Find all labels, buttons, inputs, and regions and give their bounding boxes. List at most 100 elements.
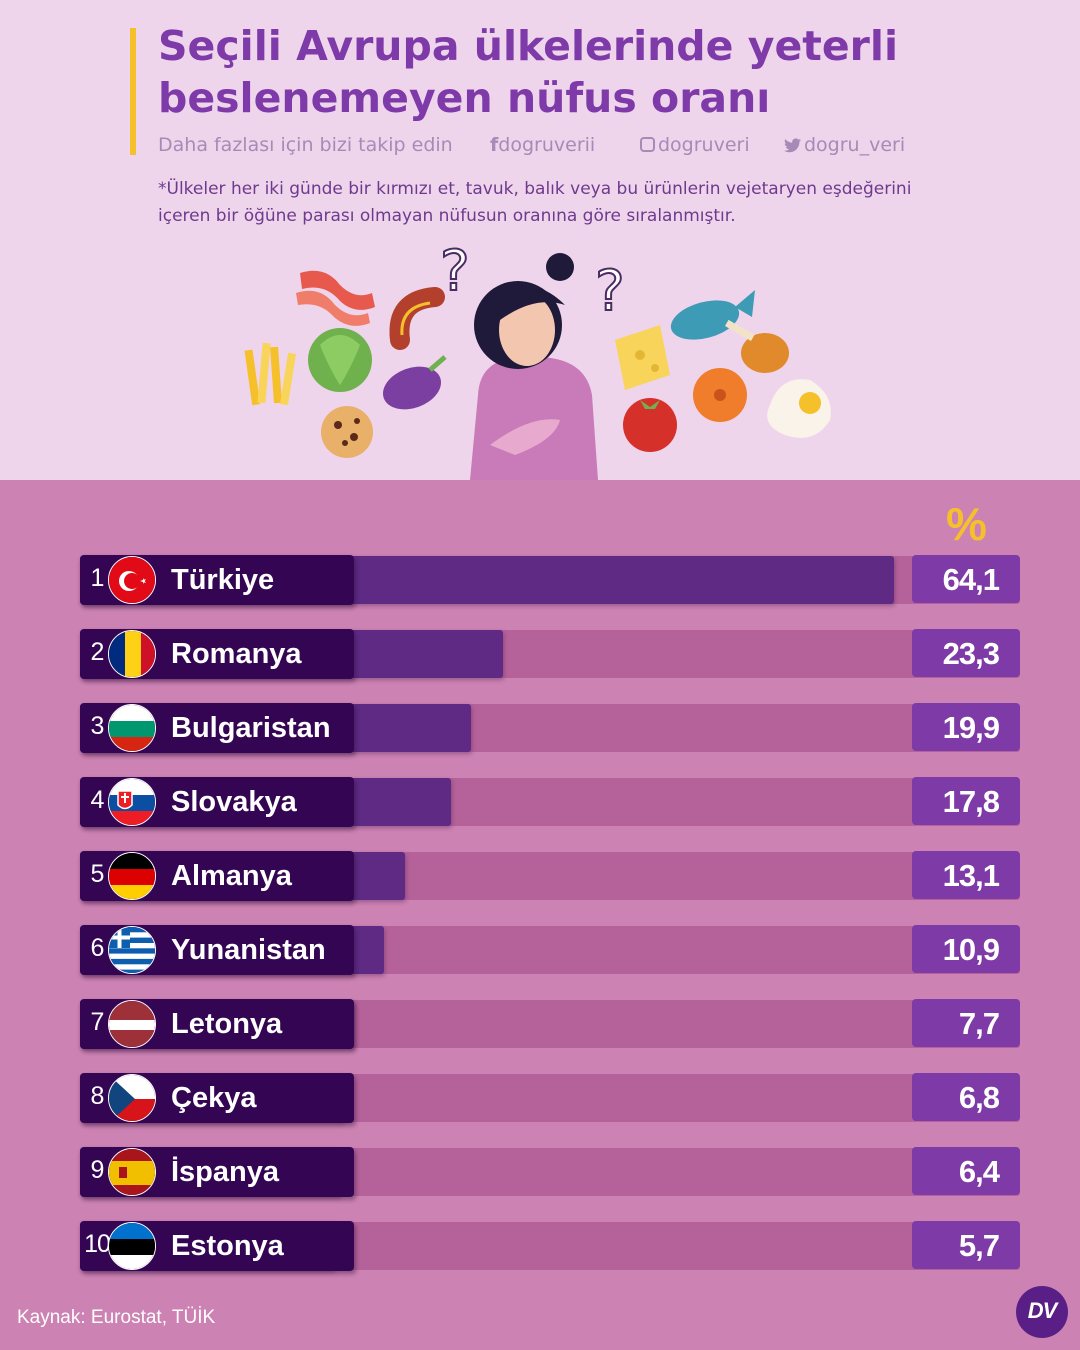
latvia-flag-icon	[108, 1000, 156, 1048]
value-label: 19,9	[942, 710, 1000, 745]
instagram-handle: dogruveri	[658, 134, 750, 156]
bulgaria-flag-icon	[108, 704, 156, 752]
value-box: 64,1	[912, 555, 1020, 603]
value-box: 6,8	[912, 1073, 1020, 1121]
header-panel: Seçili Avrupa ülkelerinde yeterli beslen…	[0, 0, 1080, 480]
note-line-2: içeren bir öğüne parası olmayan nüfusun …	[158, 206, 736, 226]
rank-number: 1	[90, 564, 105, 592]
bar-row: 6 Yunanistan 10,9	[80, 925, 1020, 975]
facebook-handle: dogruverii	[498, 134, 596, 156]
country-label-box: 9 İspanya	[80, 1147, 354, 1197]
spain-flag-icon	[108, 1148, 156, 1196]
czechia-flag-icon	[108, 1074, 156, 1122]
romania-flag-icon	[108, 630, 156, 678]
rank-number: 10	[84, 1230, 111, 1258]
methodology-note: *Ülkeler her iki günde bir kırmızı et, t…	[158, 176, 1038, 230]
country-name: Türkiye	[171, 564, 275, 596]
bar-row: 5 Almanya 13,1	[80, 851, 1020, 901]
tomato-icon	[623, 398, 677, 452]
follow-row: Daha fazlası için bizi takip edin fdogru…	[158, 134, 1038, 160]
instagram-link[interactable]: dogruveri	[640, 134, 750, 156]
country-name: Bulgaristan	[171, 712, 331, 744]
fried-egg-icon	[767, 379, 831, 438]
value-box: 10,9	[912, 925, 1020, 973]
page-title: Seçili Avrupa ülkelerinde yeterli beslen…	[158, 20, 1058, 124]
follow-text: Daha fazlası için bizi takip edin	[158, 134, 453, 156]
percent-unit-label: %	[946, 498, 987, 550]
value-label: 5,7	[958, 1228, 1000, 1263]
country-name: İspanya	[171, 1156, 279, 1188]
fries-icon	[244, 342, 297, 406]
value-box: 7,7	[912, 999, 1020, 1047]
sausage-icon	[389, 287, 445, 350]
turkey-flag-icon	[108, 556, 156, 604]
country-label-box: 10 Estonya	[80, 1221, 354, 1271]
lettuce-icon	[308, 328, 372, 392]
country-name: Slovakya	[171, 786, 297, 818]
title-line-2: beslenemeyen nüfus oranı	[158, 74, 771, 122]
germany-flag-icon	[108, 852, 156, 900]
twitter-link[interactable]: dogru_veri	[784, 134, 905, 158]
value-label: 7,7	[958, 1006, 1000, 1041]
rank-number: 8	[90, 1082, 105, 1110]
value-label: 64,1	[942, 562, 1000, 597]
rank-number: 9	[90, 1156, 105, 1184]
food-illustration: ? ?	[244, 245, 831, 480]
country-name: Romanya	[171, 638, 302, 670]
country-label-box: 2 Romanya	[80, 629, 354, 679]
eggplant-icon	[382, 355, 447, 410]
title-accent-bar	[130, 28, 136, 155]
dogruveri-logo[interactable]: DV	[1016, 1286, 1068, 1338]
value-label: 17,8	[942, 784, 1000, 819]
country-label-box: 8 Çekya	[80, 1073, 354, 1123]
facebook-icon: f	[490, 134, 499, 156]
country-name: Almanya	[171, 860, 292, 892]
estonia-flag-icon	[108, 1222, 156, 1270]
question-mark-icon: ?	[440, 245, 470, 304]
instagram-icon	[640, 137, 655, 152]
value-box: 5,7	[912, 1221, 1020, 1269]
rank-number: 6	[90, 934, 105, 962]
bar-row: 2 Romanya 23,3	[80, 629, 1020, 679]
twitter-handle: dogru_veri	[804, 134, 906, 156]
cookie-icon	[321, 406, 373, 458]
title-line-1: Seçili Avrupa ülkelerinde yeterli	[158, 22, 899, 70]
slovakia-flag-icon	[108, 778, 156, 826]
note-line-1: *Ülkeler her iki günde bir kırmızı et, t…	[158, 179, 912, 199]
country-name: Letonya	[171, 1008, 283, 1040]
bacon-icon	[296, 270, 375, 326]
orange-icon	[693, 368, 747, 422]
value-label: 6,8	[958, 1080, 1000, 1115]
rank-number: 4	[90, 786, 105, 814]
country-label-box: 1 Türkiye	[80, 555, 354, 605]
rank-number: 7	[90, 1008, 105, 1036]
question-mark-icon: ?	[595, 259, 625, 324]
country-name: Çekya	[171, 1082, 257, 1114]
value-box: 17,8	[912, 777, 1020, 825]
rank-number: 3	[90, 712, 105, 740]
value-box: 6,4	[912, 1147, 1020, 1195]
country-name: Estonya	[171, 1230, 284, 1262]
twitter-icon	[784, 136, 802, 158]
value-box: 23,3	[912, 629, 1020, 677]
bar-row: 8 Çekya 6,8	[80, 1073, 1020, 1123]
bar-row: 1 Türkiye 64,1	[80, 555, 1020, 605]
chicken-drumstick-icon	[725, 319, 789, 373]
country-label-box: 5 Almanya	[80, 851, 354, 901]
bar-row: 3 Bulgaristan 19,9	[80, 703, 1020, 753]
woman-icon	[470, 253, 598, 480]
value-label: 23,3	[942, 636, 1000, 671]
country-label-box: 7 Letonya	[80, 999, 354, 1049]
fish-icon	[670, 290, 755, 340]
rank-number: 2	[90, 638, 105, 666]
value-label: 13,1	[942, 858, 1000, 893]
rank-number: 5	[90, 860, 105, 888]
country-label-box: 6 Yunanistan	[80, 925, 354, 975]
facebook-link[interactable]: fdogruverii	[490, 134, 595, 156]
value-box: 13,1	[912, 851, 1020, 899]
value-label: 6,4	[958, 1154, 1000, 1189]
country-label-box: 3 Bulgaristan	[80, 703, 354, 753]
bar-row: 7 Letonya 7,7	[80, 999, 1020, 1049]
value-box: 19,9	[912, 703, 1020, 751]
value-label: 10,9	[942, 932, 1000, 967]
